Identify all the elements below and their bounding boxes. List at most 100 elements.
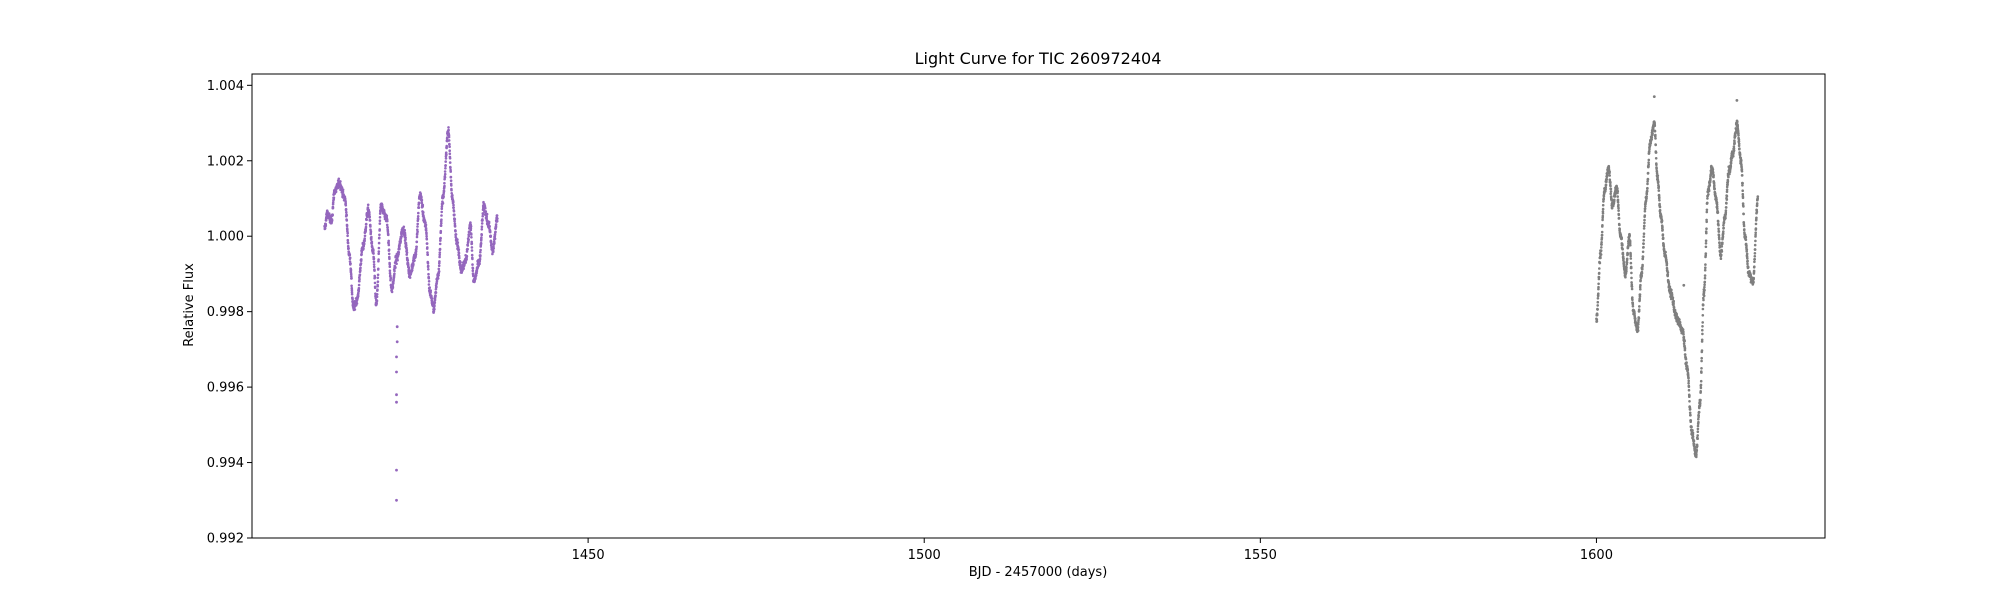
flux-point <box>1645 192 1649 196</box>
flux-point <box>1602 195 1606 198</box>
flux-point <box>433 298 437 302</box>
flux-point <box>1601 224 1604 227</box>
flux-point <box>1655 167 1658 170</box>
flux-point <box>337 177 341 181</box>
flux-point <box>362 242 366 246</box>
flux-point <box>1657 185 1660 188</box>
flux-point <box>480 222 484 225</box>
flux-point <box>349 272 353 276</box>
flux-point <box>1754 231 1757 234</box>
flux-point <box>1673 308 1677 312</box>
flux-point <box>1709 178 1712 182</box>
flux-point <box>1734 130 1738 134</box>
flux-point <box>1687 381 1690 385</box>
flux-point <box>1703 285 1706 289</box>
flux-point <box>429 289 433 292</box>
flux-point <box>481 212 485 216</box>
flux-point <box>1702 291 1706 295</box>
flux-point <box>453 222 457 225</box>
flux-point <box>1634 317 1637 321</box>
flux-point <box>438 253 442 257</box>
flux-point <box>427 272 430 276</box>
flux-point <box>1596 308 1599 311</box>
flux-point <box>1732 152 1735 155</box>
flux-point <box>452 206 455 209</box>
flux-point <box>1728 170 1732 174</box>
flux-point <box>434 294 437 298</box>
flux-point <box>425 232 428 236</box>
flux-point <box>1740 174 1744 177</box>
flux-point <box>1656 174 1660 177</box>
flux-point <box>396 258 399 262</box>
flux-point <box>350 274 353 278</box>
flux-point <box>1639 283 1642 287</box>
flux-point <box>1688 411 1692 415</box>
flux-point <box>349 268 353 272</box>
flux-point <box>1691 429 1694 432</box>
flux-point <box>415 247 418 251</box>
flux-point <box>1737 144 1741 147</box>
flux-point <box>1630 287 1634 291</box>
flux-point <box>1621 247 1624 251</box>
flux-point <box>400 234 404 238</box>
flux-point <box>413 259 416 262</box>
flux-point <box>1697 414 1700 417</box>
flux-point <box>449 175 453 179</box>
flux-point <box>444 167 447 170</box>
flux-point <box>1640 271 1644 275</box>
flux-point <box>1630 283 1634 286</box>
flux-point <box>1629 257 1633 260</box>
flux-point <box>348 256 352 260</box>
flux-point <box>444 164 447 167</box>
flux-point <box>425 234 428 238</box>
flux-point <box>1715 203 1719 206</box>
flux-point <box>1754 233 1757 237</box>
flux-point <box>444 160 448 163</box>
flux-point <box>372 263 376 266</box>
flux-point <box>1609 181 1612 184</box>
flux-point <box>376 288 379 292</box>
flux-point <box>1741 192 1745 196</box>
flux-point <box>481 214 485 218</box>
flux-point <box>1714 192 1717 196</box>
flux-point <box>1701 328 1704 332</box>
flux-point <box>1691 431 1695 435</box>
flux-point <box>1678 320 1682 324</box>
flux-point <box>359 262 363 265</box>
flux-point <box>1624 275 1627 279</box>
flux-point <box>1637 308 1641 312</box>
flux-point <box>1638 305 1641 308</box>
flux-point <box>1642 239 1645 242</box>
flux-point <box>466 247 469 251</box>
flux-point <box>398 247 401 250</box>
flux-point <box>437 264 441 268</box>
flux-point <box>387 252 391 256</box>
flux-point <box>1661 228 1664 231</box>
flux-point <box>416 215 420 218</box>
flux-point <box>487 220 491 224</box>
flux-point <box>1712 174 1715 177</box>
flux-point <box>392 278 395 282</box>
flux-point <box>1755 210 1759 214</box>
flux-point <box>365 218 368 222</box>
flux-point <box>1753 258 1756 261</box>
flux-point <box>369 225 372 228</box>
flux-point <box>447 128 450 132</box>
flux-point <box>402 225 406 229</box>
flux-point <box>495 220 499 223</box>
flux-point <box>1700 371 1703 374</box>
flux-point <box>1706 201 1709 205</box>
flux-point <box>340 186 344 189</box>
flux-point <box>1725 194 1729 198</box>
flux-point <box>1600 243 1603 246</box>
flux-point <box>363 234 367 238</box>
flux-point <box>1630 271 1633 275</box>
flux-point <box>331 213 334 216</box>
flux-point <box>1745 244 1748 248</box>
flux-point <box>440 210 444 214</box>
flux-point <box>1660 215 1663 219</box>
flux-point <box>1616 195 1619 198</box>
flux-point <box>460 271 464 274</box>
flux-point <box>1601 218 1604 222</box>
flux-point <box>1600 241 1603 244</box>
